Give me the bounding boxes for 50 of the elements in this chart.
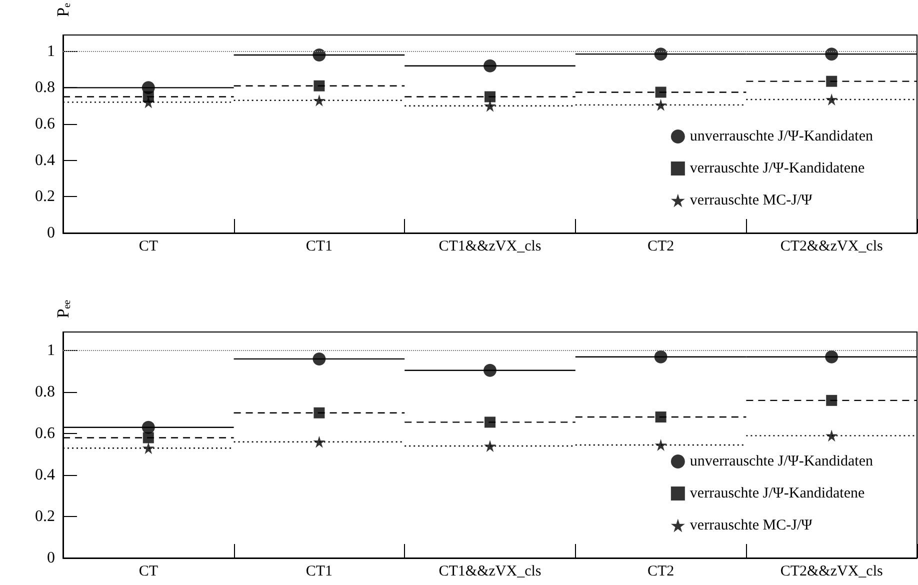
y-tick-label: 1 <box>47 42 55 60</box>
legend-label: unverrauschte J/Ψ-Kandidaten <box>690 128 874 144</box>
x-tick-label: CT2 <box>647 238 674 254</box>
point <box>484 59 496 72</box>
point <box>484 364 496 377</box>
legend-label: verrauschte MC-J/Ψ <box>690 518 814 534</box>
point <box>654 98 667 111</box>
legend-label: verrauschte MC-J/Ψ <box>690 192 814 208</box>
point <box>142 432 154 444</box>
y-tick-label: 0.2 <box>35 508 55 526</box>
x-tick-label: CT2&&zVX_cls <box>780 238 883 254</box>
y-tick-label: 0.2 <box>35 188 55 206</box>
point <box>826 93 838 106</box>
point <box>826 394 838 406</box>
y-axis-title: Pₑ <box>54 2 72 17</box>
x-tick-label: CT <box>138 238 158 254</box>
y-axis-title: Pₑₑ <box>54 299 72 318</box>
x-tick-label: CT2&&zVX_cls <box>780 564 883 580</box>
point <box>314 80 325 92</box>
x-tick-label: CT1 <box>306 238 333 254</box>
y-tick-label: 0.6 <box>35 425 55 442</box>
point <box>313 436 326 448</box>
y-tick-label: 0 <box>47 224 55 242</box>
y-tick-label: 0.4 <box>35 152 55 169</box>
point <box>142 442 154 454</box>
y-tick-label: 1 <box>47 342 55 360</box>
point <box>313 94 326 106</box>
y-tick-label: 0 <box>47 550 55 566</box>
legend-label: verrauschte J/Ψ-Kandidatene <box>690 160 865 176</box>
x-tick-label: CT1&&zVX_cls <box>438 564 542 580</box>
y-tick-label: 0.8 <box>35 384 55 401</box>
legend-label: unverrauschte J/Ψ-Kandidaten <box>690 454 874 470</box>
point <box>655 86 666 98</box>
point <box>826 76 838 87</box>
y-tick-label: 0.6 <box>35 116 55 133</box>
point <box>484 416 496 428</box>
legend-label: verrauschte J/Ψ-Kandidatene <box>690 486 865 502</box>
point <box>484 440 496 452</box>
point <box>655 412 666 423</box>
point <box>314 407 325 418</box>
x-tick-label: CT1&&zVX_cls <box>438 238 542 254</box>
x-tick-label: CT <box>138 564 158 580</box>
y-tick-label: 0.8 <box>35 79 55 96</box>
point <box>484 91 496 102</box>
y-tick-label: 0.4 <box>35 466 55 484</box>
x-tick-label: CT2 <box>647 564 674 580</box>
point <box>312 352 326 366</box>
x-tick-label: CT1 <box>306 564 333 580</box>
point <box>654 439 667 451</box>
point <box>826 430 838 442</box>
